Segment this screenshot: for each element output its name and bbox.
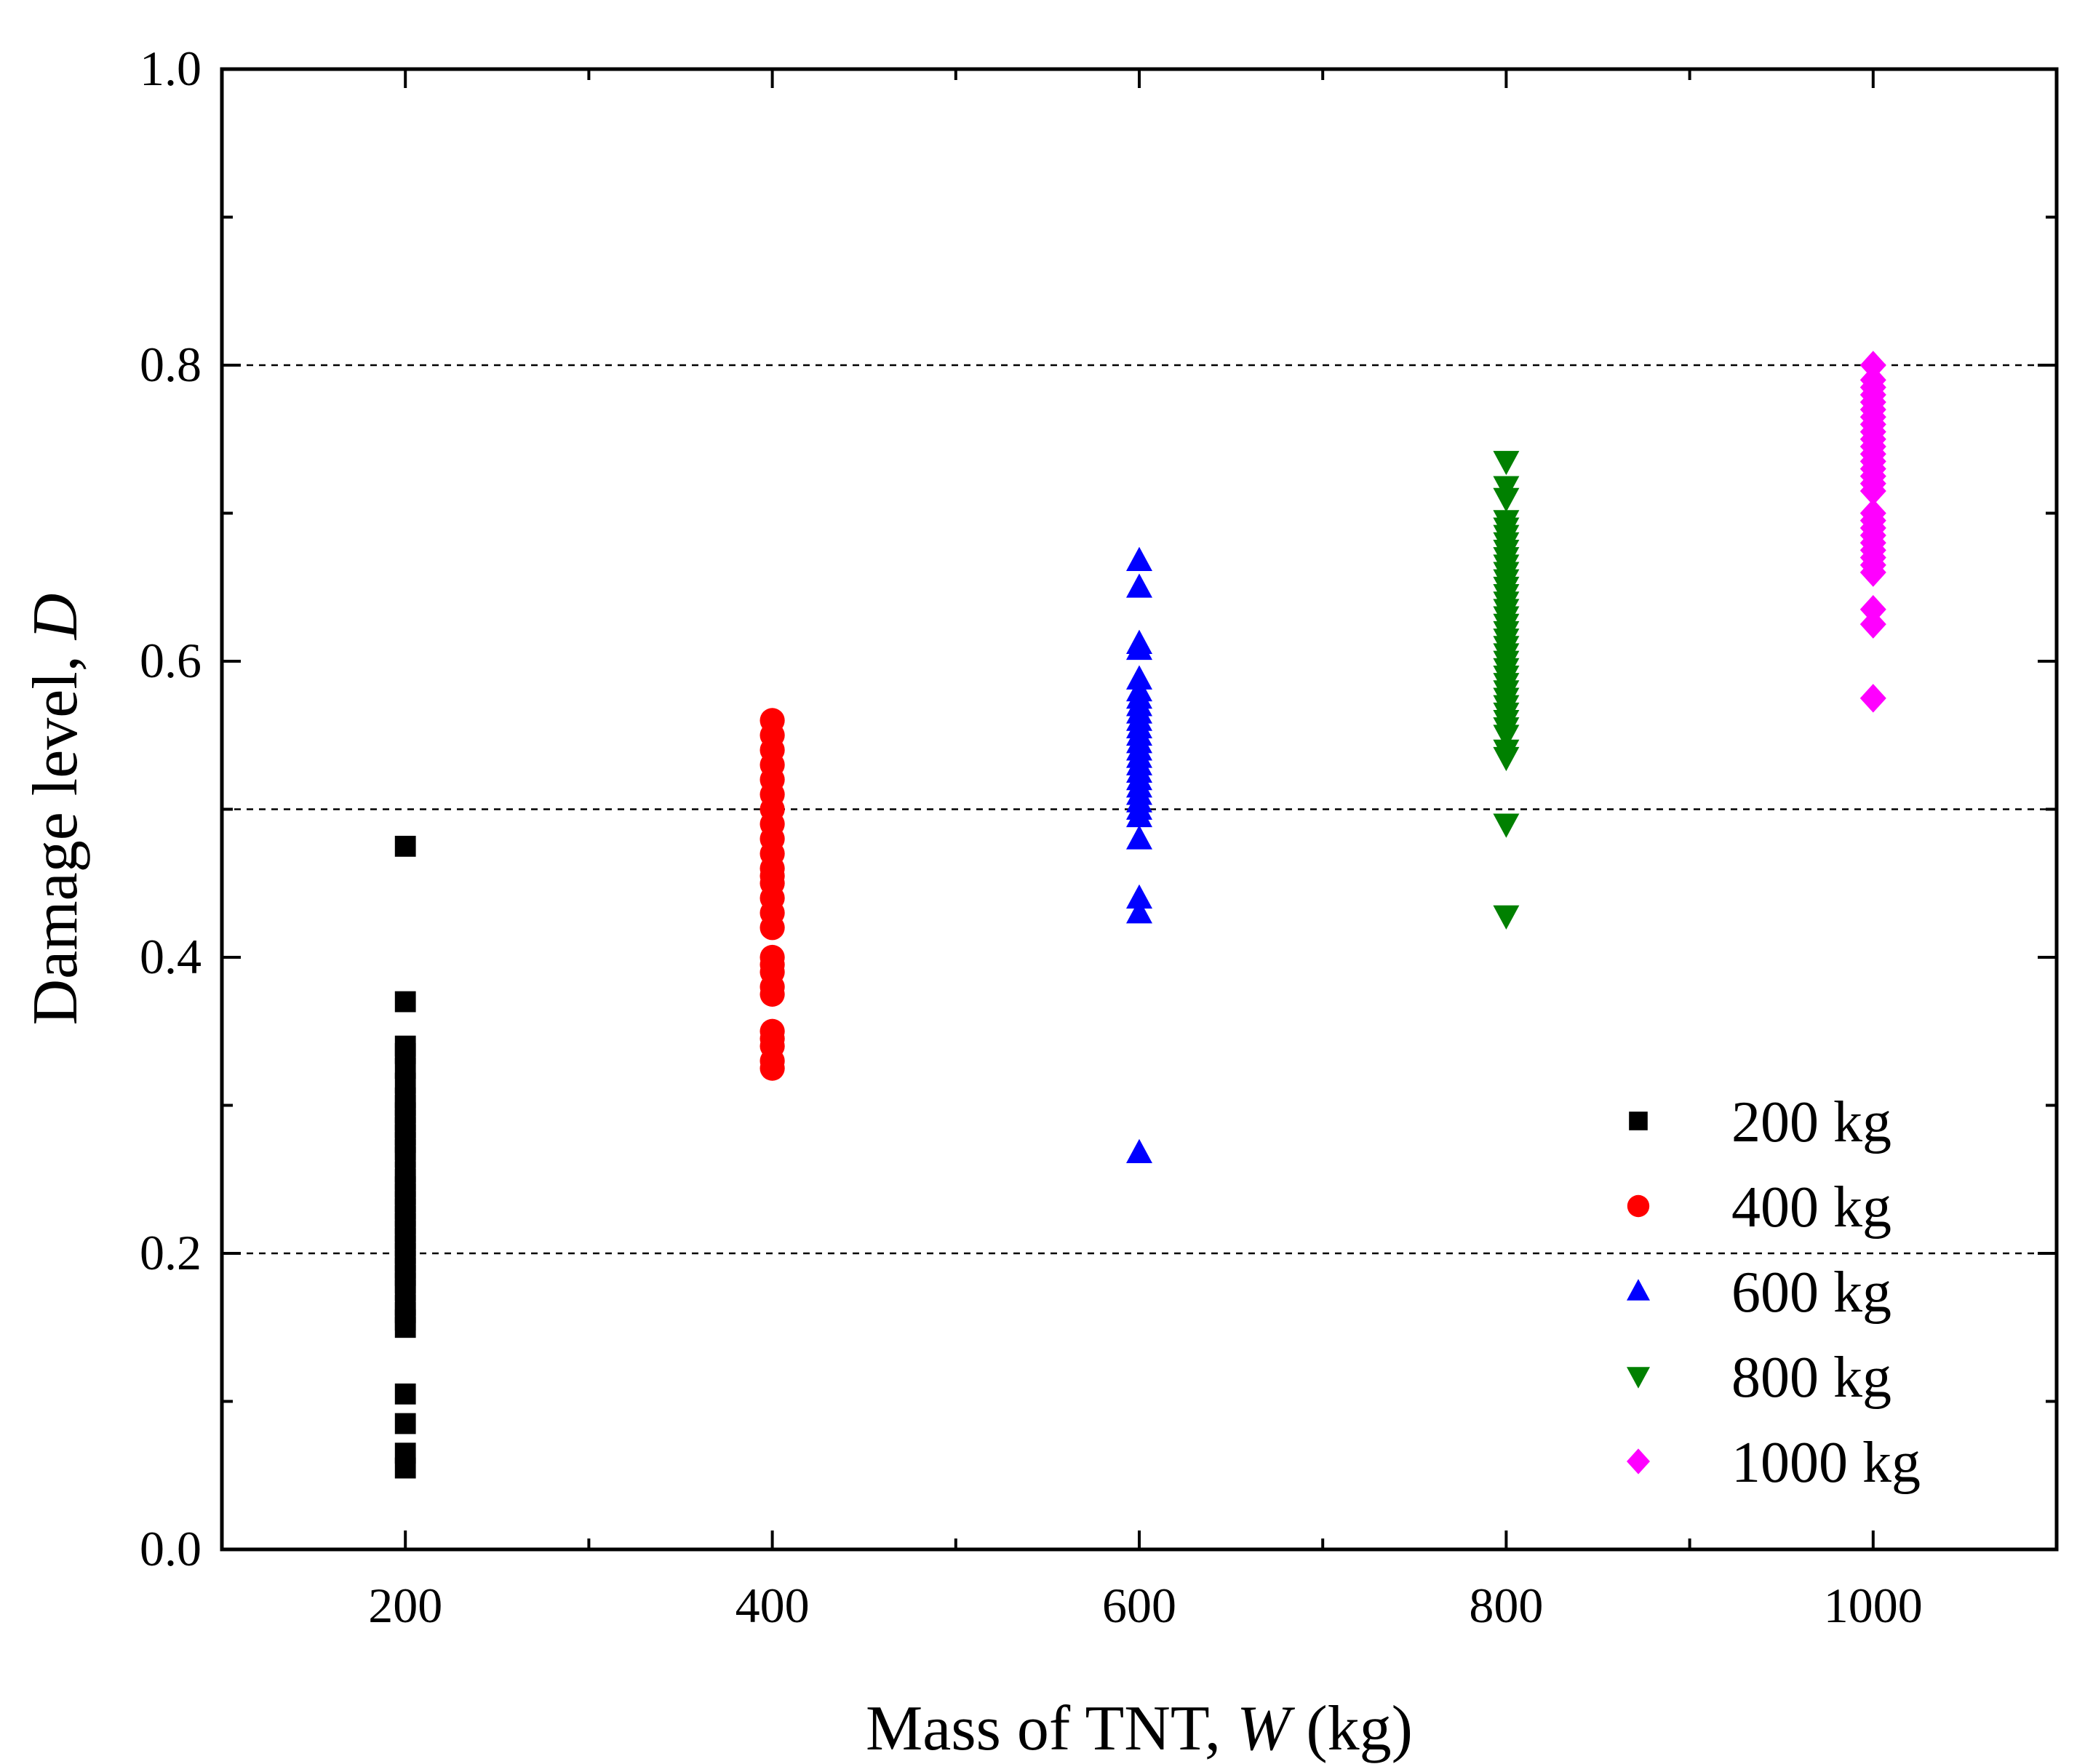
data-point [760,1055,785,1081]
data-point [1493,487,1520,513]
x-tick-label: 200 [368,1578,442,1633]
series-400-kg [760,708,785,1081]
data-point [394,1413,416,1434]
legend-label: 600 kg [1731,1261,1891,1325]
y-tick-label: 0.8 [140,337,202,392]
data-point [1126,546,1152,572]
plot-frame [220,67,2059,1552]
data-point [1859,351,1886,380]
data-point [1859,684,1886,713]
x-tick-label: 400 [735,1578,810,1633]
legend-label: 1000 kg [1731,1431,1921,1495]
data-point [1126,573,1152,598]
legend-marker [1627,1279,1650,1301]
data-point [394,1317,416,1338]
legend-label: 200 kg [1731,1090,1891,1154]
y-tick-label: 0.4 [140,929,202,984]
data-point [1126,884,1152,909]
data-point [1126,635,1152,660]
x-tick-label: 600 [1102,1578,1176,1633]
data-point [394,1383,416,1405]
data-point [1859,594,1886,624]
data-point [1493,813,1520,838]
x-tick-label: 800 [1469,1578,1543,1633]
data-point [1493,450,1520,476]
data-point [1493,905,1520,930]
y-axis-title-prefix: Damage level, [20,639,91,1025]
y-axis-title-variable: D [20,594,91,641]
y-tick-label: 0.0 [140,1521,202,1576]
x-axis-title-prefix: Mass of TNT, [866,1693,1237,1764]
data-point [394,991,416,1013]
series-600-kg [1126,546,1152,1164]
legend: 200 kg 400 kg 600 kg 800 kg 1000 kg [1627,1090,1921,1495]
y-axis-title: Damage level, D [20,594,91,1026]
x-axis-title-suffix: (kg) [1290,1693,1413,1764]
data-point [1859,558,1886,587]
y-tick-label: 0.2 [140,1225,202,1280]
data-point [1126,899,1152,924]
data-point [1126,825,1152,850]
tick-labels: 0.0 0.2 0.4 0.6 0.8 1.0 200 400 600 800 1000 [140,41,1923,1633]
y-tick-label: 1.0 [140,41,202,96]
series-200-kg [394,835,416,1479]
data-point [1859,610,1886,639]
data-point [394,1457,416,1479]
legend-marker [1627,1367,1650,1389]
data-point [760,915,785,941]
legend-marker [1629,1112,1648,1130]
x-axis-title: Mass of TNT, W (kg) [866,1693,1413,1764]
y-tick-label: 0.6 [140,633,202,688]
data-point [1126,1138,1152,1164]
data-point [394,835,416,857]
data-point [1493,746,1520,772]
data-point [760,981,785,1007]
legend-marker [1627,1448,1650,1474]
legend-label: 800 kg [1731,1346,1891,1410]
x-axis-title-variable: W [1237,1693,1295,1764]
x-tick-label: 1000 [1824,1578,1923,1633]
data-point [1493,725,1520,749]
data-point [1126,802,1152,828]
data-point [1859,476,1886,506]
series-1000-kg [1859,351,1886,713]
legend-label: 400 kg [1731,1176,1891,1240]
data-markers [394,351,1886,1479]
legend-marker [1627,1194,1650,1218]
series-800-kg [1493,450,1520,930]
